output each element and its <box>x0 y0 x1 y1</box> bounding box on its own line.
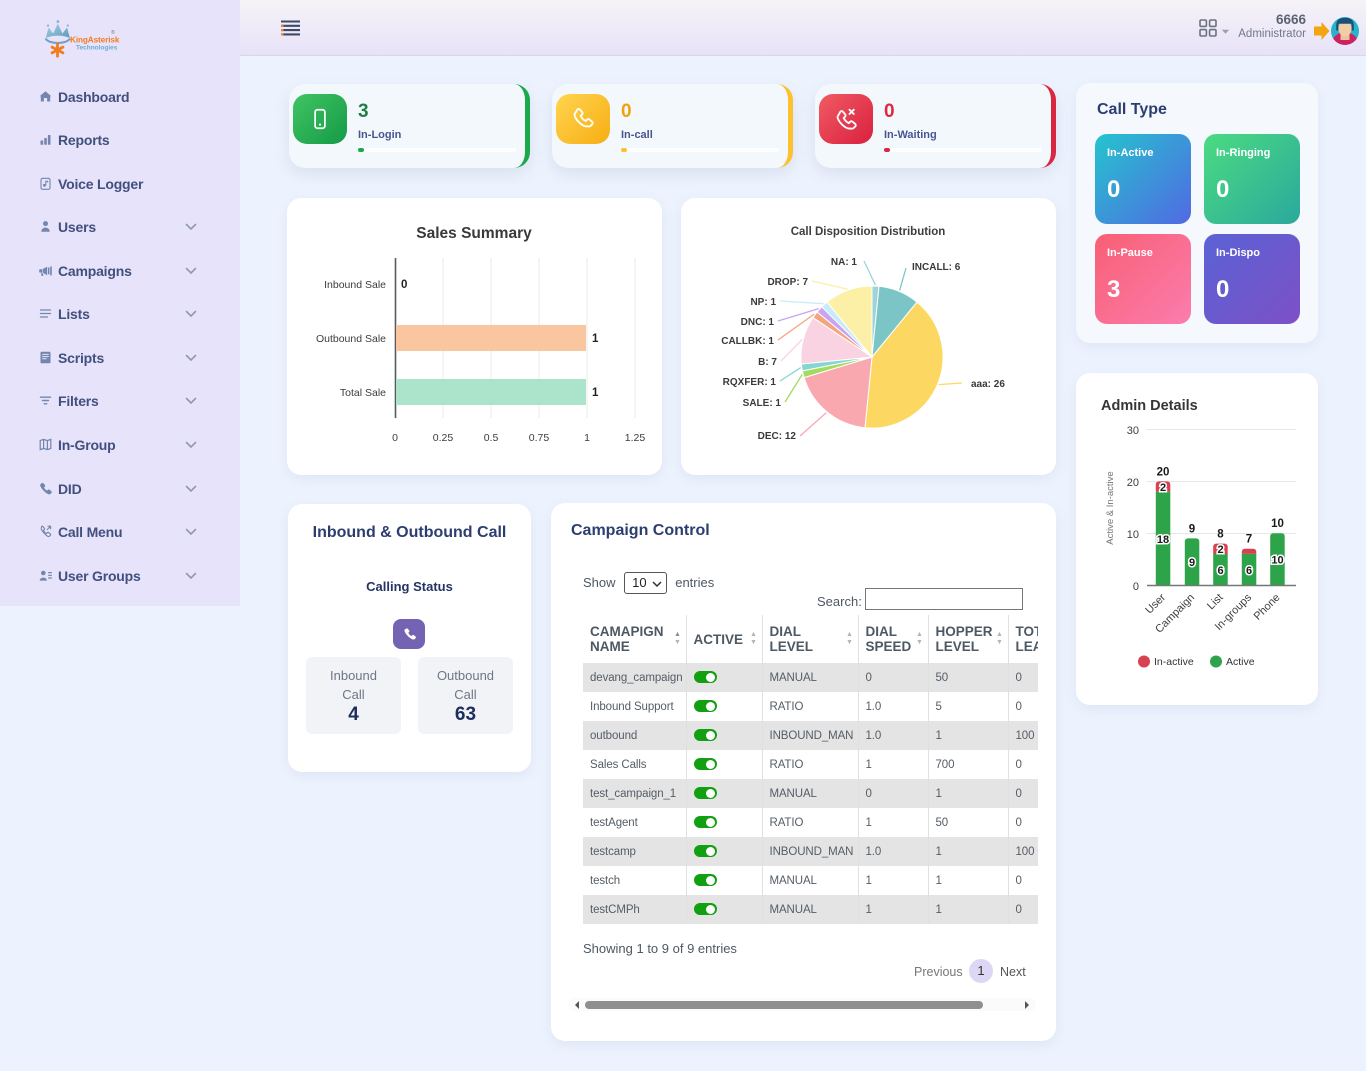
svg-text:Sales Summary: Sales Summary <box>416 225 532 242</box>
svg-text:0: 0 <box>1133 581 1139 593</box>
svg-text:Technologies: Technologies <box>76 45 118 52</box>
svg-text:1: 1 <box>592 387 599 399</box>
svg-text:1.25: 1.25 <box>625 432 646 444</box>
svg-text:10: 10 <box>1271 555 1283 567</box>
svg-text:7: 7 <box>1246 534 1252 546</box>
svg-text:6: 6 <box>1217 565 1223 577</box>
svg-text:Outbound Sale: Outbound Sale <box>316 333 386 345</box>
svg-text:9: 9 <box>1189 523 1195 535</box>
svg-text:2: 2 <box>1217 544 1223 556</box>
svg-text:1: 1 <box>584 432 590 444</box>
svg-text:Inbound Sale: Inbound Sale <box>324 279 386 291</box>
svg-text:Admin Details: Admin Details <box>1101 398 1198 414</box>
svg-text:2: 2 <box>1160 482 1166 494</box>
svg-text:9: 9 <box>1189 557 1195 569</box>
svg-text:18: 18 <box>1157 534 1169 546</box>
svg-text:0.5: 0.5 <box>484 432 499 444</box>
svg-text:NA: 1: NA: 1 <box>831 257 858 268</box>
svg-text:30: 30 <box>1127 425 1139 437</box>
svg-text:Active: Active <box>1226 656 1255 668</box>
svg-text:DNC: 1: DNC: 1 <box>741 317 775 328</box>
svg-text:0.25: 0.25 <box>433 432 454 444</box>
svg-text:Call Disposition Distribution: Call Disposition Distribution <box>791 226 946 238</box>
svg-text:In-active: In-active <box>1154 656 1194 668</box>
svg-text:aaa: 26: aaa: 26 <box>971 379 1005 390</box>
svg-text:10: 10 <box>1127 529 1139 541</box>
svg-text:User: User <box>1143 591 1168 616</box>
svg-text:8: 8 <box>1217 529 1224 541</box>
svg-text:NP: 1: NP: 1 <box>750 297 776 308</box>
svg-text:20: 20 <box>1157 466 1170 478</box>
svg-text:DEC: 12: DEC: 12 <box>758 431 797 442</box>
svg-text:20: 20 <box>1127 477 1139 489</box>
svg-text:B: 7: B: 7 <box>758 357 777 368</box>
svg-text:INCALL: 6: INCALL: 6 <box>912 262 961 273</box>
svg-text:DROP: 7: DROP: 7 <box>767 277 808 288</box>
svg-text:Active & In-active: Active & In-active <box>1105 471 1116 544</box>
svg-text:0.75: 0.75 <box>529 432 550 444</box>
svg-text:6: 6 <box>1246 565 1252 577</box>
svg-text:1: 1 <box>592 333 599 345</box>
svg-text:RQXFER: 1: RQXFER: 1 <box>723 377 777 388</box>
svg-text:0: 0 <box>392 432 398 444</box>
svg-text:10: 10 <box>1271 518 1284 530</box>
svg-text:KingAsterisk: KingAsterisk <box>70 36 120 45</box>
svg-text:CALLBK: 1: CALLBK: 1 <box>721 336 774 347</box>
svg-text:Total Sale: Total Sale <box>340 387 386 399</box>
svg-text:0: 0 <box>401 279 407 291</box>
svg-text:List: List <box>1205 592 1226 613</box>
svg-text:Phone: Phone <box>1252 592 1283 623</box>
svg-text:®: ® <box>111 29 115 36</box>
svg-text:SALE: 1: SALE: 1 <box>743 398 782 409</box>
